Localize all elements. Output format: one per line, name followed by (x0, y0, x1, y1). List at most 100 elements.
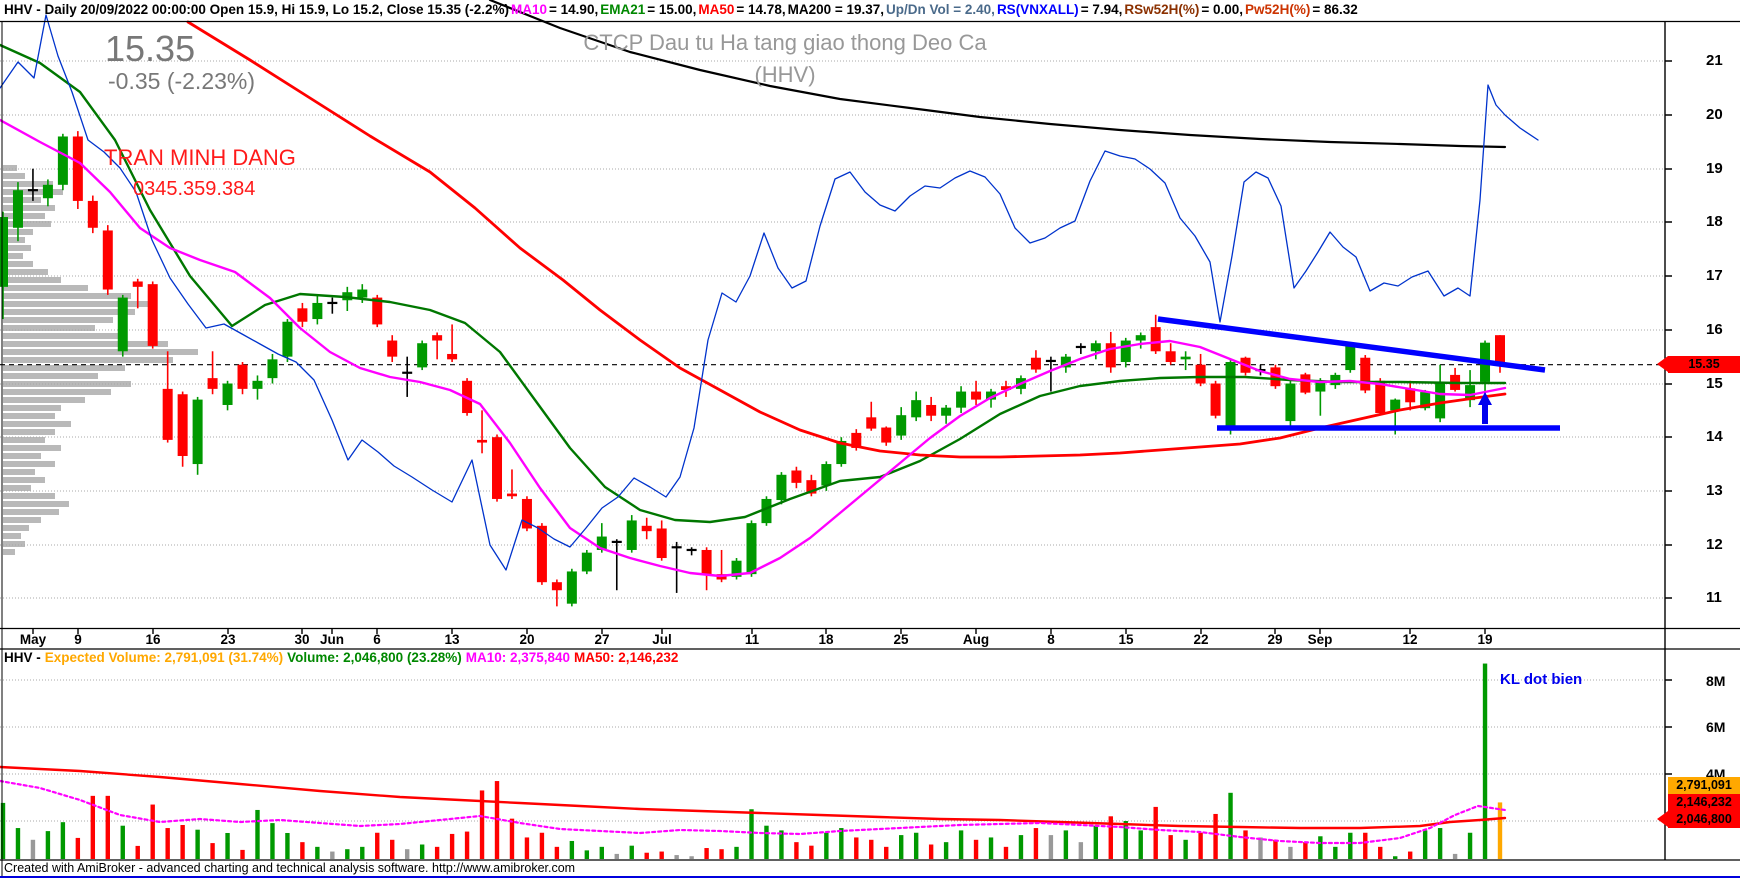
header-segment: = 14.78, (736, 2, 786, 17)
volume-bar (1482, 663, 1488, 859)
volume-bar (1437, 828, 1443, 859)
candle-body (581, 552, 592, 572)
ma10-line (0, 118, 1507, 578)
price-axis-label: 17 (1706, 267, 1723, 284)
volume-profile-bar (3, 373, 98, 379)
candle-body (731, 560, 742, 577)
price-change-watermark: -0.35 (-2.23%) (108, 68, 256, 94)
volume-profile-bar (3, 501, 69, 507)
date-tick-label: 19 (1477, 632, 1493, 647)
volume-profile-bar (3, 533, 21, 539)
volume-profile-bar (3, 285, 88, 291)
date-tick-label: Aug (962, 632, 990, 647)
candle-body (1180, 356, 1191, 360)
volume-profile-bar (3, 549, 15, 555)
candle-body (746, 523, 757, 575)
candle-body (911, 400, 922, 418)
last-price-watermark: 15.35 (105, 28, 196, 69)
candle-body (1000, 386, 1011, 390)
candle-body (297, 308, 308, 322)
volume-bar (479, 790, 485, 859)
volume-profile-bar (3, 309, 135, 315)
volume-profile-bar (3, 429, 55, 435)
candle-body (836, 440, 847, 465)
volume-bar (1303, 842, 1308, 859)
price-chart-pane[interactable] (0, 22, 1665, 628)
volume-bar (749, 809, 754, 859)
volume-value-badge: 2,146,232 (1668, 794, 1740, 811)
volume-bar (734, 846, 739, 859)
volume-bar (285, 832, 290, 859)
volume-bar (779, 830, 784, 859)
volume-profile-bar (3, 245, 31, 251)
header-segment: = 0.00, (1201, 2, 1244, 17)
header-segment: Pw52H(%) (1245, 2, 1311, 17)
volume-bar (315, 846, 320, 859)
volume-bar (165, 828, 170, 859)
header-segment: RSw52H(%) (1124, 2, 1200, 17)
candle-body (1360, 357, 1371, 391)
date-tick-label: May (19, 632, 47, 647)
volume-bar (464, 831, 470, 859)
volume-bar (1168, 835, 1173, 859)
volume-profile-bar (3, 277, 61, 283)
candle-body (1285, 383, 1296, 422)
candle-body (851, 432, 862, 448)
header-segment: = 14.90, (549, 2, 599, 17)
date-tick-label: 12 (1402, 632, 1418, 647)
candle-body (941, 407, 952, 416)
volume-bar (973, 839, 979, 859)
chart-header: HHV - Daily 20/09/2022 00:00:00 Open 15.… (4, 2, 1360, 17)
header-segment: MA50 (698, 2, 735, 17)
volume-profile-bar (3, 293, 131, 299)
candle-body (477, 439, 488, 443)
candle-body (87, 200, 98, 228)
candle-body (821, 464, 832, 486)
candle-body (237, 364, 248, 389)
volume-profile-bar (3, 269, 48, 275)
candle-body (222, 383, 233, 405)
volume-profile-bar (3, 253, 23, 259)
candle-body (986, 391, 997, 400)
header-segment: = 15.00, (647, 2, 697, 17)
volume-profile-bar (3, 397, 85, 403)
trendline (1157, 316, 1546, 373)
date-tick-label: 8 (1047, 632, 1055, 647)
volume-profile-bar (3, 405, 61, 411)
header-segment: = 86.32 (1312, 2, 1358, 17)
header-segment: = 7.94, (1080, 2, 1123, 17)
volume-bar (539, 832, 545, 859)
volume-profile-bar (3, 341, 168, 347)
candle-body (1345, 344, 1356, 371)
volume-bar (928, 844, 934, 859)
volume-profile-bar (3, 333, 123, 339)
volume-bar (120, 825, 125, 859)
volume-bar (704, 848, 709, 859)
volume-bar (135, 845, 140, 859)
volume-value-badge: 2,791,091 (1668, 777, 1740, 794)
volume-bar (404, 849, 410, 859)
header-segment: HHV - Daily 20/09/2022 00:00:00 Open 15.… (4, 2, 510, 17)
volume-profile-bar (3, 349, 198, 355)
candle-body (12, 190, 23, 228)
volume-ma10-line (0, 779, 1507, 845)
volume-chart-pane[interactable] (0, 649, 1665, 860)
candle-body (551, 582, 562, 591)
volume-bar (449, 833, 455, 859)
candle-body (761, 498, 772, 524)
candle-body (357, 289, 368, 298)
candle-body (971, 391, 982, 400)
header-segment: EMA21 (600, 2, 646, 17)
date-tick-label: 11 (744, 632, 760, 647)
volume-bar (644, 852, 649, 859)
volume-header-segment: MA50: 2,146,232 (574, 650, 679, 665)
volume-profile-bar (3, 477, 45, 483)
date-tick-label: Jun (319, 632, 345, 647)
candle-body (252, 380, 263, 389)
candle-body (1135, 335, 1146, 341)
price-axis-label: 19 (1706, 160, 1723, 177)
volume-bar (1378, 846, 1383, 859)
volume-bar (943, 842, 949, 859)
volume-bar (1452, 853, 1458, 859)
